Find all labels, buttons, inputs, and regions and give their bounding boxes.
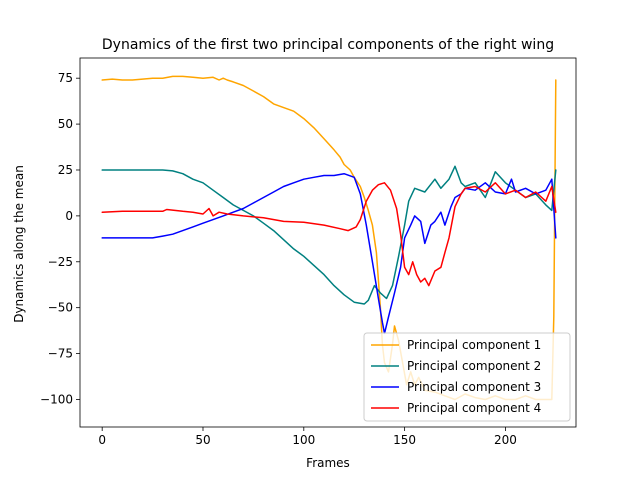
- axes-frame: [79, 57, 577, 428]
- legend: Principal component 1 Principal component…: [363, 332, 571, 422]
- y-tick-label: −50: [48, 301, 73, 315]
- x-tick-label: 50: [195, 433, 210, 447]
- legend-label: Principal component 1: [407, 338, 541, 352]
- x-tick-label: 150: [393, 433, 416, 447]
- legend-label: Principal component 2: [407, 359, 541, 373]
- y-tick-label: −25: [48, 255, 73, 269]
- y-tick-label: −75: [48, 347, 73, 361]
- y-tick-label: 25: [58, 163, 73, 177]
- legend-label: Principal component 3: [407, 380, 541, 394]
- chart-title: Dynamics of the first two principal comp…: [102, 37, 554, 53]
- y-tick-label: −100: [40, 392, 73, 406]
- x-axis-label: Frames: [306, 456, 350, 470]
- y-tick-label: 0: [65, 209, 73, 223]
- x-tick-label: 200: [494, 433, 517, 447]
- plot-area: 0 50 100 150 200 −100 −75 −50 −25 0 25 50 75: [40, 57, 577, 447]
- legend-label: Principal component 4: [407, 401, 541, 415]
- legend-box: [363, 332, 571, 422]
- series-line-2: [101, 165, 557, 305]
- x-tick-label: 100: [292, 433, 315, 447]
- series-line-4: [101, 182, 557, 287]
- y-tick-label: 75: [58, 71, 73, 85]
- x-tick-label: 0: [98, 433, 106, 447]
- y-axis-label: Dynamics along the mean: [12, 165, 26, 323]
- y-tick-label: 50: [58, 117, 73, 131]
